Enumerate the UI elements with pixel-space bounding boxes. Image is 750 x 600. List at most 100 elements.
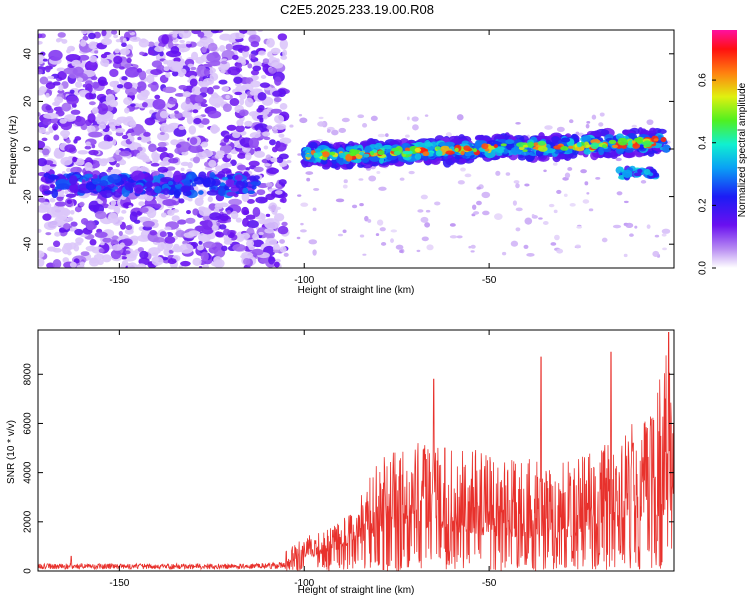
spectrogram-blob xyxy=(248,111,259,117)
spectrogram-blob xyxy=(250,80,261,88)
spectrogram-blob xyxy=(556,126,565,132)
spectrogram-blob xyxy=(130,103,136,107)
spectrogram-blob xyxy=(622,169,633,178)
spectrogram-blob xyxy=(203,68,210,76)
spectrogram-blob xyxy=(54,201,67,207)
spectrogram-blob xyxy=(159,110,169,119)
spectrogram-blob xyxy=(236,148,242,152)
spectrogram-blob xyxy=(115,128,126,133)
spectrogram-blob xyxy=(297,194,302,197)
spectrogram-blob xyxy=(250,40,260,48)
spectrogram-blob xyxy=(313,187,320,191)
spectrogram-blob xyxy=(190,51,199,61)
spectrogram-blob xyxy=(472,148,478,153)
spectrogram-blob xyxy=(125,224,133,231)
spectrogram-blob xyxy=(61,244,71,255)
spectrogram-blob xyxy=(208,159,217,168)
spectrogram-y-tick-label: -20 xyxy=(23,189,34,204)
spectrogram-blob xyxy=(160,212,167,218)
spectrogram-blob xyxy=(412,124,419,131)
spectrogram-blob xyxy=(338,127,347,133)
spectrogram-blob xyxy=(195,56,205,64)
colorbar-tick-label: 0.6 xyxy=(698,73,709,87)
spectrogram-blob xyxy=(45,92,50,98)
spectrogram-blob xyxy=(170,139,179,146)
spectrogram-blob xyxy=(239,30,248,34)
spectrogram-blob xyxy=(128,205,132,208)
spectrogram-blob xyxy=(272,249,280,253)
spectrogram-blob xyxy=(416,249,421,253)
spectrogram-blob xyxy=(253,150,266,158)
spectrogram-blob xyxy=(175,230,186,238)
spectrogram-blob xyxy=(505,139,515,145)
spectrogram-blob xyxy=(118,216,124,221)
spectrogram-blob xyxy=(180,161,190,167)
spectrogram-blob xyxy=(364,215,369,222)
spectrogram-blob xyxy=(611,144,618,149)
spectrogram-blob xyxy=(102,237,112,243)
spectrogram-blob xyxy=(643,140,652,148)
spectrogram-blob xyxy=(149,230,157,236)
spectrogram-blob xyxy=(145,186,153,192)
spectrogram-blob xyxy=(208,95,224,107)
spectrogram-blob xyxy=(616,191,623,196)
spectrogram-blob xyxy=(144,117,156,126)
spectrogram-blob xyxy=(265,213,271,218)
spectrogram-blob xyxy=(317,121,326,127)
spectrogram-blob xyxy=(62,257,70,264)
spectrogram-blob xyxy=(66,167,72,173)
spectrogram-blob xyxy=(230,150,238,155)
spectrogram-blob xyxy=(49,183,56,189)
spectrogram-blob xyxy=(440,145,450,150)
spectrogram-blob xyxy=(445,132,452,138)
spectrogram-blob xyxy=(209,171,216,179)
spectrogram-blob xyxy=(67,45,76,52)
spectrogram-blob xyxy=(470,250,475,253)
spectrogram-blob xyxy=(136,152,148,160)
spectrogram-blob xyxy=(253,166,264,173)
spectrogram-blob xyxy=(296,236,301,240)
spectrogram-blob xyxy=(248,34,261,44)
colorbar-tick-label: 0.2 xyxy=(698,198,709,212)
spectrogram-blob xyxy=(481,191,491,199)
spectrogram-blob xyxy=(75,237,84,244)
spectrogram-blob xyxy=(179,39,185,44)
spectrogram-blob xyxy=(249,90,258,96)
spectrogram-blob xyxy=(228,198,243,206)
spectrogram-blob xyxy=(278,179,287,186)
spectrogram-blob xyxy=(273,261,280,268)
spectrogram-blob xyxy=(278,133,285,138)
spectrogram-blob xyxy=(256,129,261,135)
spectrogram-blob xyxy=(223,228,231,236)
spectrogram-blob xyxy=(97,103,108,115)
spectrogram-blob xyxy=(235,217,242,223)
spectrogram-blob xyxy=(221,86,230,92)
spectrogram-blob xyxy=(164,226,172,231)
spectrogram-blob xyxy=(209,125,221,133)
spectrogram-blob xyxy=(226,154,232,159)
spectrogram-blob xyxy=(265,154,272,161)
spectrogram-blob xyxy=(254,123,269,133)
spectrogram-blob xyxy=(46,246,57,252)
spectrogram-blob xyxy=(124,250,131,255)
colorbar: 0.0 0.2 0.4 0.6 Normalized spectral amplitu… xyxy=(698,30,748,275)
spectrogram-blob xyxy=(70,166,83,174)
spectrogram-blob xyxy=(138,38,150,48)
spectrogram-blob xyxy=(130,132,136,137)
spectrogram-blob xyxy=(133,219,141,224)
spectrogram-blob xyxy=(82,35,89,41)
spectrogram-blob xyxy=(270,47,281,55)
spectrogram-blob xyxy=(199,37,214,44)
spectrogram-blob xyxy=(258,50,266,56)
spectrogram-blob xyxy=(91,107,99,114)
spectrogram-blob xyxy=(193,176,205,185)
spectrogram-blob xyxy=(219,224,227,230)
spectrogram-blob xyxy=(89,55,98,63)
spectrogram-blob xyxy=(79,261,85,266)
spectrogram-blob xyxy=(598,146,605,156)
spectrogram-blob xyxy=(215,165,223,172)
spectrogram-blob xyxy=(586,192,590,195)
spectrogram-blob xyxy=(81,179,86,183)
spectrogram-blob xyxy=(157,141,167,148)
spectrogram-blob xyxy=(150,162,160,167)
